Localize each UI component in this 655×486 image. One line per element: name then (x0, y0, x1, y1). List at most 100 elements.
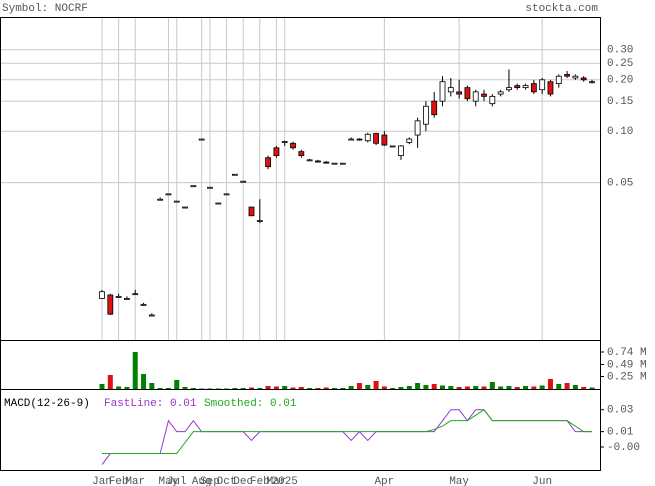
volume-bar (290, 387, 296, 389)
volume-bar (381, 386, 387, 389)
y-tick-label: 0.15 (607, 96, 633, 108)
volume-bar (240, 388, 246, 389)
candle-body (99, 291, 105, 299)
candle-body (107, 294, 114, 315)
volume-bar (124, 387, 130, 389)
candle-body (265, 157, 272, 168)
source: stockta.com (525, 3, 598, 15)
x-tick-label: Sep (200, 476, 220, 486)
candle-body (356, 138, 363, 141)
volume-bar (448, 386, 454, 389)
x-tick-label: Jul (167, 476, 187, 486)
volume-bar (473, 386, 479, 389)
volume-bar (572, 385, 578, 389)
volume-bar (390, 388, 396, 389)
candle-body (422, 105, 429, 125)
volume-bar (232, 388, 238, 389)
volume-bar (307, 388, 313, 389)
volume-bar (348, 386, 354, 389)
candle-body (165, 193, 172, 196)
y-tick-label: 0.20 (607, 75, 633, 87)
volume-bar (298, 387, 304, 389)
candle-body (489, 95, 496, 105)
x-tick-label: Mar (267, 476, 287, 486)
volume-bar (506, 386, 512, 389)
candle-body (373, 133, 379, 144)
candle-body (364, 133, 371, 142)
volume-bar (431, 384, 437, 389)
candle-body (564, 74, 570, 77)
volume-bar (165, 388, 171, 389)
y-tick-label: 0.05 (607, 178, 633, 190)
y-tick-label: 0.25 M (607, 371, 647, 383)
x-tick-label: May (159, 476, 179, 486)
volume-bar (489, 382, 495, 389)
x-tick-label: Jun (532, 476, 552, 486)
volume-panel (0, 340, 601, 390)
candle-body (132, 293, 139, 296)
candle-body (539, 79, 546, 91)
volume-bar (498, 386, 504, 389)
candle-body (547, 81, 554, 95)
candle-body (190, 185, 197, 188)
candle-body (273, 147, 280, 157)
volume-bar (373, 381, 379, 389)
volume-bar (224, 388, 230, 389)
candle-body (406, 138, 413, 143)
candle-body (389, 145, 396, 148)
volume-bar (531, 386, 537, 389)
candle-body (173, 200, 180, 203)
candle-body (182, 206, 188, 209)
volume-bar (440, 385, 446, 389)
candle-body (497, 91, 504, 95)
volume-bar (481, 386, 487, 389)
volume-bar (116, 386, 122, 389)
candle-body (115, 295, 122, 298)
candle-body (323, 161, 330, 164)
candle-body (231, 173, 238, 176)
volume-bar (157, 388, 163, 389)
volume-bar (323, 387, 329, 389)
y-tick-label: 0.25 (607, 58, 633, 70)
candle-body (348, 138, 355, 141)
x-tick-label: Feb (109, 476, 129, 486)
volume-bar (581, 387, 587, 389)
candle-body (223, 193, 230, 196)
candle-body (256, 220, 263, 222)
y-tick-label: 0.74 M (607, 347, 647, 359)
volume-bar (356, 383, 362, 389)
legend-entry: FastLine: 0.01 (104, 398, 197, 410)
volume-bar (456, 387, 462, 389)
candle-body (580, 77, 587, 81)
volume-bar (398, 387, 404, 389)
candle-body (464, 87, 471, 100)
y-tick-label: 0.01 (607, 427, 634, 439)
candle-body (530, 83, 537, 93)
candle-body (398, 145, 404, 157)
volume-bar (273, 386, 279, 389)
candle-body (240, 180, 247, 183)
volume-bar (556, 384, 562, 389)
volume-bar (174, 380, 180, 389)
candle-body (148, 314, 155, 317)
volume-bar (514, 387, 520, 389)
legend-entry: Smoothed: 0.01 (204, 398, 297, 410)
volume-bar (523, 386, 529, 389)
candle-body (248, 206, 255, 217)
volume-bar (207, 388, 213, 389)
volume-bar (141, 374, 147, 389)
candle-body (215, 202, 222, 205)
volume-bar (182, 387, 188, 389)
x-tick-label: 2025 (272, 476, 298, 486)
candle-body (298, 151, 305, 157)
x-tick-label: Jan (92, 476, 112, 486)
candle-body (157, 198, 164, 201)
candle-body (589, 81, 595, 84)
x-tick-label: Apr (374, 476, 394, 486)
x-tick-label: Oct (217, 476, 237, 486)
x-tick-label: Aug (192, 476, 212, 486)
volume-bar (149, 383, 155, 389)
y-tick-label: 0.10 (607, 126, 633, 138)
volume-bar (464, 386, 470, 389)
